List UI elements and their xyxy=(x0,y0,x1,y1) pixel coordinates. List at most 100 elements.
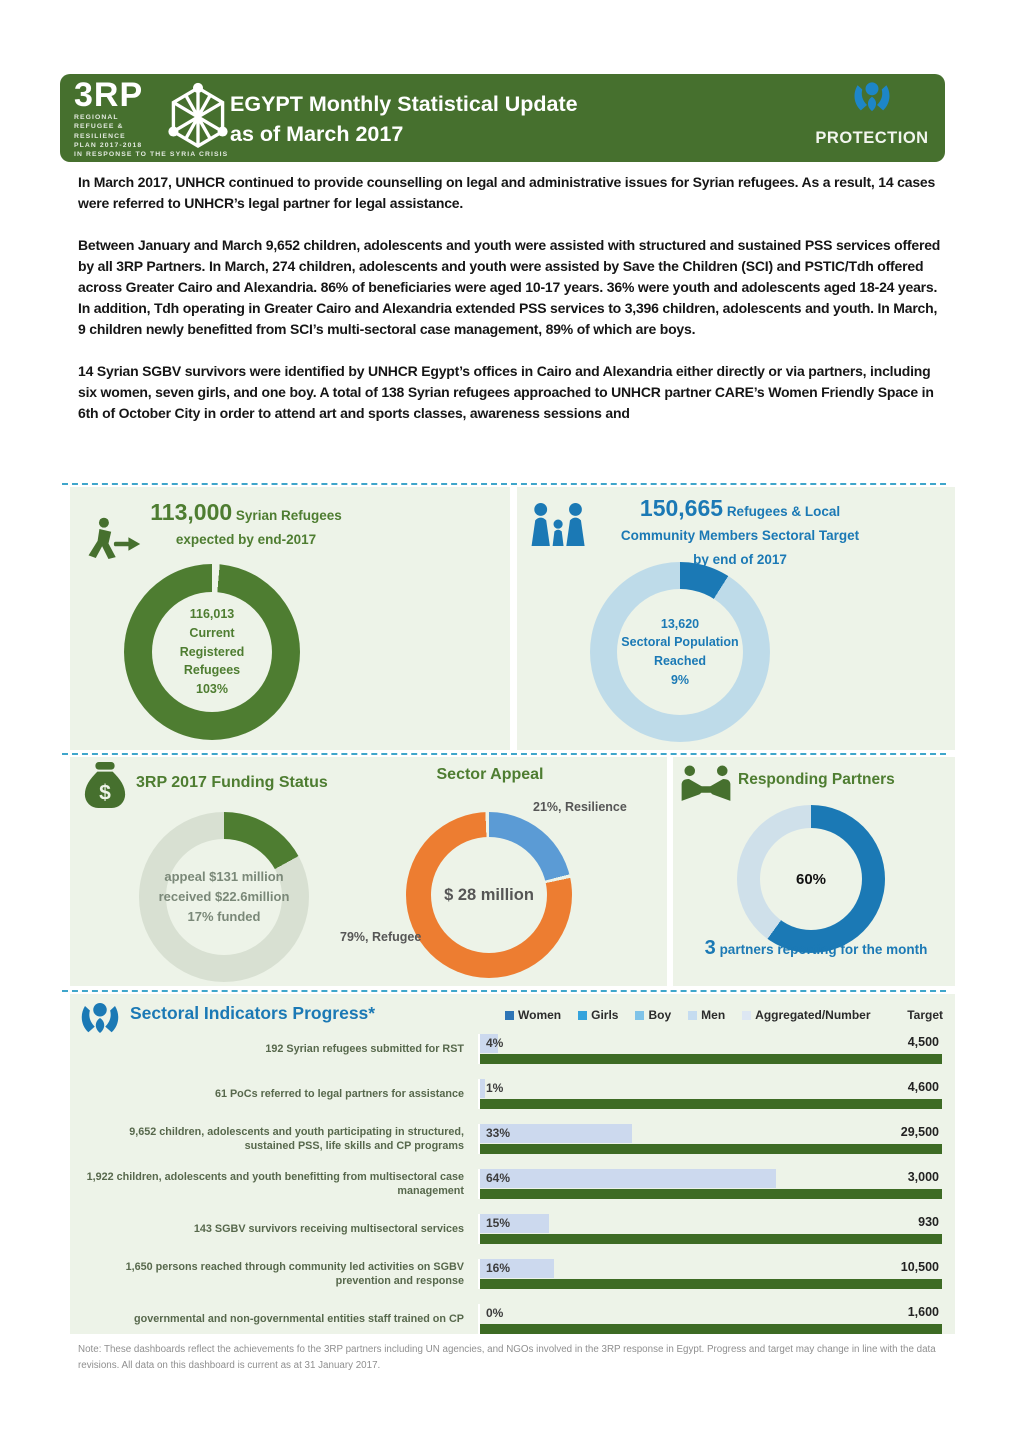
responding-partners-title: Responding Partners xyxy=(738,771,895,788)
funding-status-donut-center: appeal $131 million received $22.6millio… xyxy=(158,868,290,925)
funding-status-donut: appeal $131 million received $22.6millio… xyxy=(139,812,309,982)
indicator-label: 61 PoCs referred to legal partners for a… xyxy=(214,1087,464,1100)
progress-percent-label: 64% xyxy=(486,1171,511,1185)
indicator-label: 1,922 children, adolescents and youth be… xyxy=(86,1170,464,1197)
indicator-bars: 64% 3,000 xyxy=(478,1169,942,1199)
progress-percent-label: 16% xyxy=(486,1261,511,1275)
dashed-divider xyxy=(62,753,946,755)
refugee-slice-label: 79%, Refugee xyxy=(340,930,422,944)
target-bar xyxy=(480,1324,942,1334)
refugee-walking-icon xyxy=(88,517,141,559)
sectoral-population-donut: 13,620 Sectoral Population Reached 9% xyxy=(590,562,770,742)
progress-bar xyxy=(480,1259,554,1278)
paragraph-sgbv: 14 Syrian SGBV survivors were identified… xyxy=(78,363,934,421)
legend-item-men: Men xyxy=(688,1008,725,1022)
legend-label: Target xyxy=(907,1008,943,1022)
svg-text:$: $ xyxy=(99,781,111,804)
protection-badge: PROTECTION xyxy=(809,79,935,148)
sectoral-indicators-title: Sectoral Indicators Progress* xyxy=(130,1003,376,1023)
indicator-row: 9,652 children, adolescents and youth pa… xyxy=(76,1124,942,1154)
progress-strip: 64% 3,000 xyxy=(480,1169,942,1188)
indicator-label: 9,652 children, adolescents and youth pa… xyxy=(129,1125,464,1152)
header-banner: 3RP REGIONAL REFUGEE & RESILIENCE PLAN 2… xyxy=(60,74,945,162)
sectoral-target-label3: by end of 2017 xyxy=(693,552,787,567)
progress-percent-label: 33% xyxy=(486,1126,511,1140)
legend-swatch-icon xyxy=(635,1010,645,1020)
partners-footer: 3 partners reporting for the month xyxy=(688,938,944,960)
partners-count-label: partners reporting for the month xyxy=(719,942,928,957)
target-value-label: 10,500 xyxy=(900,1260,939,1274)
protection-hands-icon xyxy=(854,82,890,112)
indicator-row: 1,922 children, adolescents and youth be… xyxy=(76,1169,942,1199)
protection-badge-label: PROTECTION xyxy=(815,129,929,147)
sectoral-target-value: 150,665 xyxy=(639,495,724,521)
progress-strip: 0% 1,600 xyxy=(480,1304,942,1323)
footnote: Note: These dashboards reflect the achie… xyxy=(78,1344,936,1371)
3rp-logo-subline: RESILIENCE xyxy=(74,132,126,140)
progress-strip: 1% 4,600 xyxy=(480,1079,942,1098)
page-title-line1: EGYPT Monthly Statistical Update xyxy=(230,92,578,116)
target-bar xyxy=(480,1099,942,1109)
indicator-row: 61 PoCs referred to legal partners for a… xyxy=(76,1079,942,1109)
3rp-logo-text: 3RP xyxy=(74,76,144,114)
indicator-row: 143 SGBV survivors receiving multisector… xyxy=(76,1214,942,1244)
legend-item-boy: Boy xyxy=(635,1008,671,1022)
family-icon xyxy=(531,503,585,547)
legend-label: Women xyxy=(518,1008,562,1022)
progress-bar xyxy=(480,1169,776,1188)
sectoral-target-headline: 150,665 Refugees & Local Community Membe… xyxy=(545,496,935,572)
partners-count: 3 xyxy=(704,937,716,959)
legend-item-women: Women xyxy=(505,1008,561,1022)
expected-refugees-label: Syrian Refugees xyxy=(235,508,342,523)
money-bag-icon: $ xyxy=(84,762,126,808)
progress-strip: 4% 4,500 xyxy=(480,1034,942,1053)
target-bar xyxy=(480,1189,942,1199)
progress-bar xyxy=(480,1079,485,1098)
indicator-row: governmental and non-governmental entiti… xyxy=(76,1304,942,1334)
indicator-row: 1,650 persons reached through community … xyxy=(76,1259,942,1289)
indicator-bars: 33% 29,500 xyxy=(478,1124,942,1154)
sector-appeal-total: $ 28 million xyxy=(444,885,534,904)
indicator-bars: 16% 10,500 xyxy=(478,1259,942,1289)
sector-appeal-donut-center: $ 28 million xyxy=(406,812,572,978)
responding-partners-donut-center: 60% xyxy=(737,805,885,953)
target-value-label: 29,500 xyxy=(900,1125,939,1139)
3rp-logo: 3RP REGIONAL REFUGEE & RESILIENCE PLAN 2… xyxy=(74,76,229,159)
funding-status-title: 3RP 2017 Funding Status xyxy=(136,774,328,791)
paragraph-pss-services: Between January and March 9,652 children… xyxy=(78,237,941,337)
target-value-label: 1,600 xyxy=(907,1305,939,1319)
dashed-divider xyxy=(62,990,946,992)
indicator-bars: 4% 4,500 xyxy=(478,1034,942,1064)
indicator-label: 143 SGBV survivors receiving multisector… xyxy=(193,1222,464,1235)
target-bar xyxy=(480,1054,942,1064)
progress-strip: 33% 29,500 xyxy=(480,1124,942,1143)
page-title: EGYPT Monthly Statistical Update as of M… xyxy=(230,89,578,149)
legend-label: Aggregated/Number xyxy=(755,1008,871,1022)
expected-refugees-value: 113,000 xyxy=(150,499,233,525)
legend-label: Boy xyxy=(648,1008,672,1022)
3rp-logo-subline: IN RESPONSE TO THE SYRIA CRISIS xyxy=(74,150,229,158)
progress-bar xyxy=(480,1034,499,1053)
progress-strip: 15% 930 xyxy=(480,1214,942,1233)
legend-item-girls: Girls xyxy=(578,1008,618,1022)
legend-item-aggregated-number: Aggregated/Number xyxy=(742,1008,871,1022)
indicator-row: 192 Syrian refugees submitted for RST 4%… xyxy=(76,1034,942,1064)
target-bar xyxy=(480,1144,942,1154)
target-value-label: 3,000 xyxy=(907,1170,939,1184)
indicator-label: governmental and non-governmental entiti… xyxy=(134,1312,464,1325)
paragraph-legal-counselling: In March 2017, UNHCR continued to provid… xyxy=(78,174,936,211)
legend-swatch-icon xyxy=(742,1010,752,1020)
progress-bar xyxy=(480,1124,633,1143)
indicator-label: 192 Syrian refugees submitted for RST xyxy=(265,1042,464,1055)
target-bar xyxy=(480,1279,942,1289)
indicator-bar-chart: 192 Syrian refugees submitted for RST 4%… xyxy=(76,1034,942,1349)
legend-swatch-icon xyxy=(505,1010,514,1020)
sector-appeal-donut: $ 28 million xyxy=(406,812,572,978)
progress-percent-label: 0% xyxy=(486,1306,504,1320)
indicator-label: 1,650 persons reached through community … xyxy=(125,1260,464,1287)
sectoral-target-label2: Community Members Sectoral Target xyxy=(620,528,860,543)
target-bar xyxy=(480,1234,942,1244)
registered-refugees-donut-center: 116,013 Current Registered Refugees 103% xyxy=(179,607,245,697)
progress-percent-label: 1% xyxy=(486,1081,504,1095)
